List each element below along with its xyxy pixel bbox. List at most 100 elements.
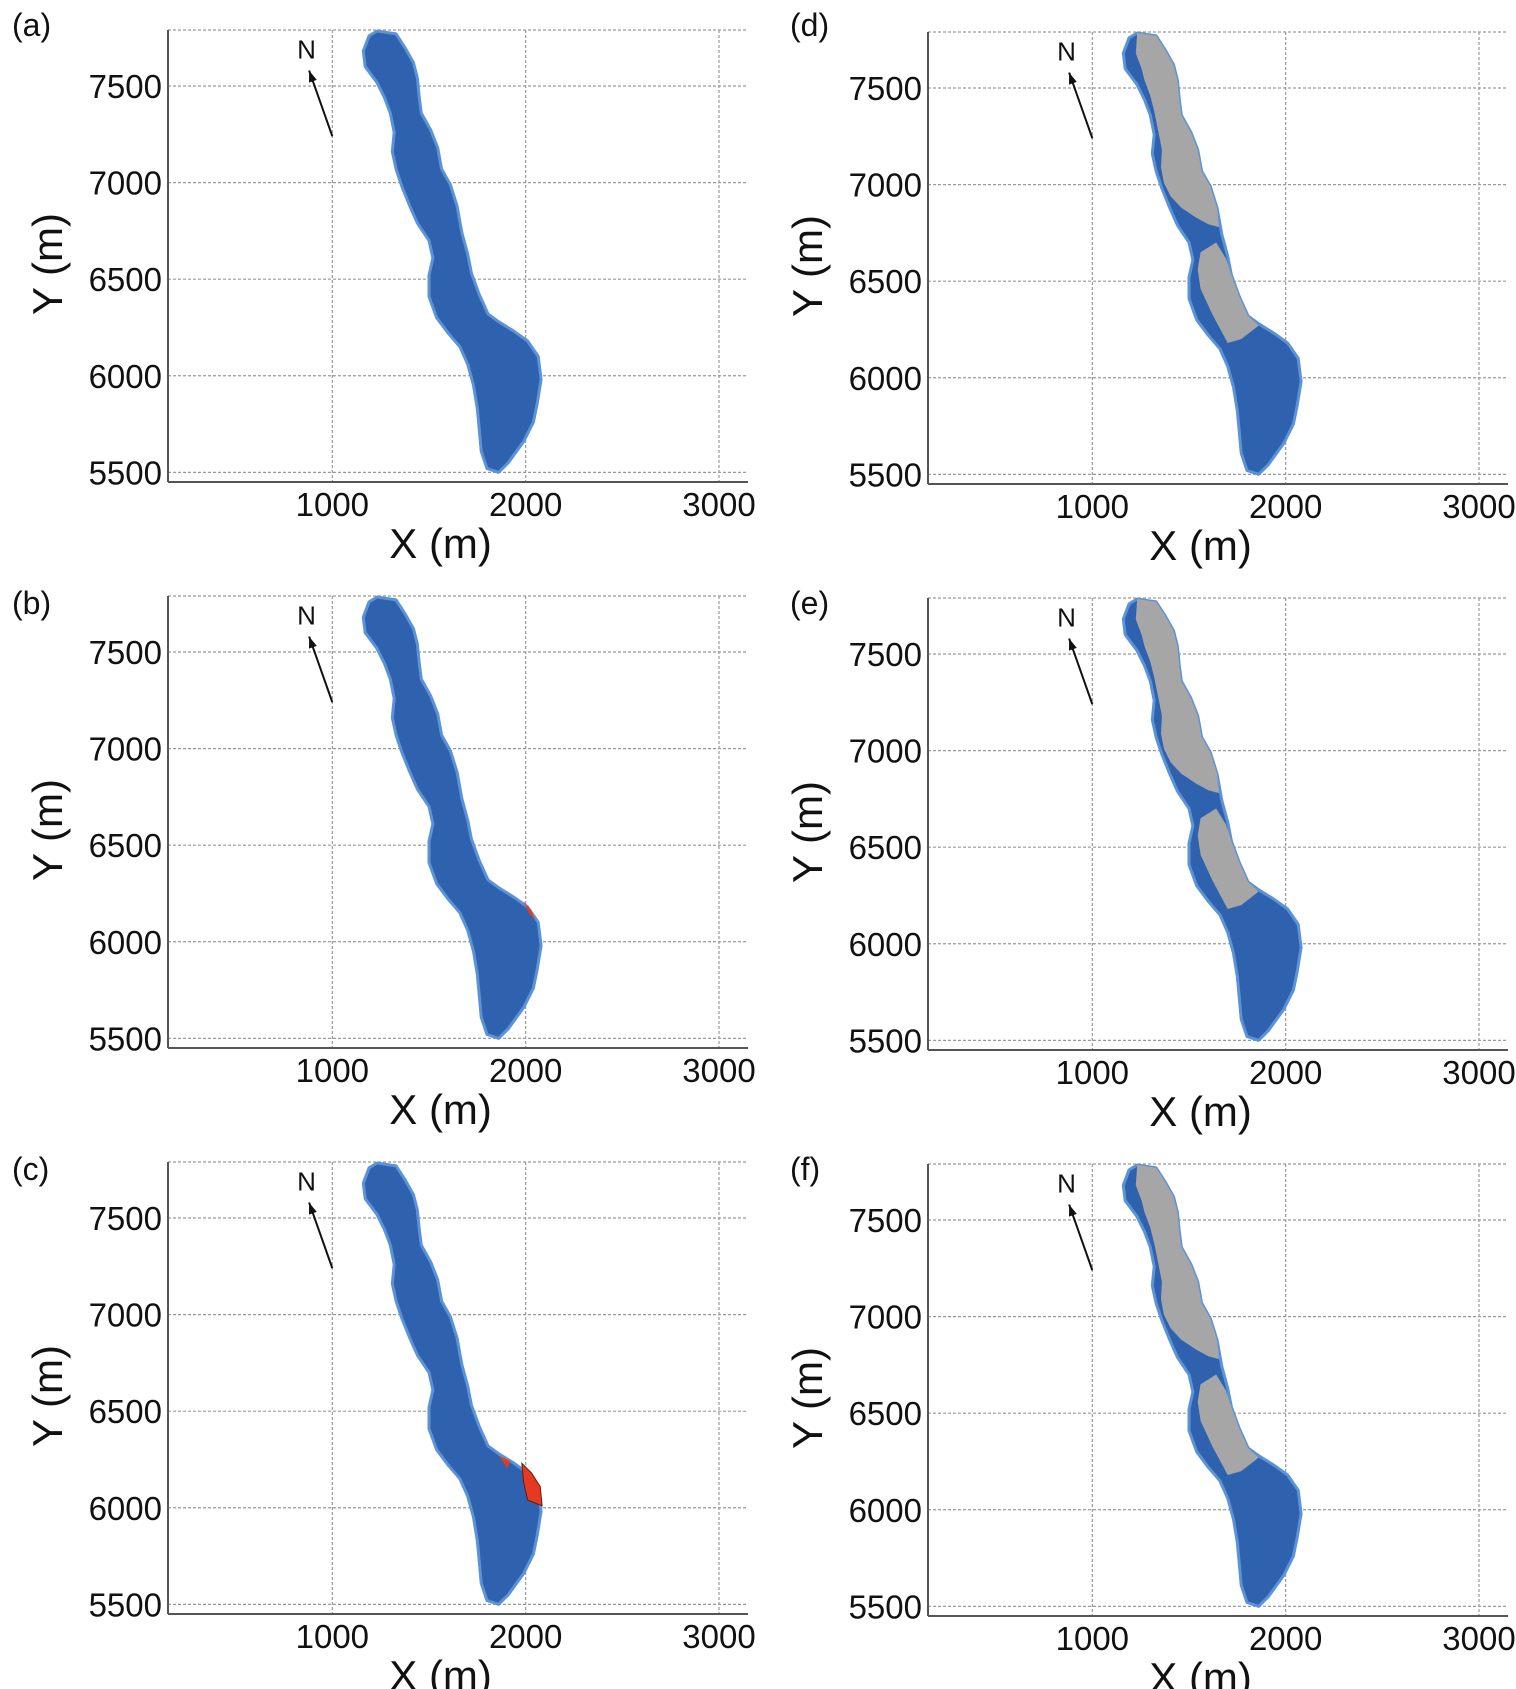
y-tick-label: 5500 bbox=[89, 454, 162, 491]
panel-f: (f) N 5500 6000 6500 7000 7500 1000 2000 3000 X (m… bbox=[784, 1151, 1516, 1689]
x-tick-label: 1000 bbox=[296, 486, 369, 523]
y-tick-label: 6500 bbox=[849, 1395, 922, 1432]
y-axis-title: Y (m) bbox=[784, 1347, 831, 1449]
y-tick-label: 5500 bbox=[89, 1020, 162, 1057]
highlight-region bbox=[521, 1461, 543, 1507]
y-axis-title: Y (m) bbox=[784, 781, 831, 883]
north-arrow-icon bbox=[1068, 1204, 1094, 1271]
x-tick-label: 2000 bbox=[1249, 488, 1322, 525]
north-label: N bbox=[1057, 1169, 1076, 1199]
y-tick-label: 6500 bbox=[89, 827, 162, 864]
dry-region bbox=[1197, 242, 1259, 343]
y-tick-label: 7000 bbox=[89, 731, 162, 768]
y-axis-title: Y (m) bbox=[24, 779, 71, 881]
x-tick-label: 2000 bbox=[489, 486, 562, 523]
x-tick-label: 2000 bbox=[1249, 1054, 1322, 1091]
north-label: N bbox=[297, 601, 316, 631]
panel-d: (d) N 5500 6000 6500 7000 7500 1000 2000 3000 X (m… bbox=[784, 7, 1516, 569]
north-label: N bbox=[297, 35, 316, 65]
y-tick-label: 6500 bbox=[89, 261, 162, 298]
north-arrow-icon bbox=[308, 70, 334, 137]
dry-region bbox=[1197, 808, 1259, 909]
y-tick-label: 7500 bbox=[849, 70, 922, 107]
lake-shape bbox=[361, 595, 543, 1040]
y-axis-title: Y (m) bbox=[784, 215, 831, 317]
panel-label: (d) bbox=[790, 7, 829, 43]
north-arrowhead-icon bbox=[1069, 638, 1077, 651]
x-tick-label: 3000 bbox=[682, 486, 755, 523]
x-tick-label: 2000 bbox=[489, 1052, 562, 1089]
panel-b: (b) N 5500 6000 6500 7000 7500 1000 2000 3000 X (m… bbox=[12, 585, 756, 1133]
y-axis-title: Y (m) bbox=[24, 1345, 71, 1447]
y-tick-label: 6500 bbox=[89, 1393, 162, 1430]
y-tick-label: 7500 bbox=[849, 1202, 922, 1239]
x-axis-title: X (m) bbox=[1149, 522, 1252, 569]
y-tick-label: 7000 bbox=[89, 165, 162, 202]
north-arrow-icon bbox=[1068, 72, 1094, 139]
y-tick-label: 7500 bbox=[849, 636, 922, 673]
x-tick-label: 1000 bbox=[1056, 488, 1129, 525]
y-tick-label: 7000 bbox=[89, 1297, 162, 1334]
x-tick-label: 3000 bbox=[682, 1052, 755, 1089]
x-tick-label: 3000 bbox=[1442, 1620, 1515, 1657]
x-tick-label: 2000 bbox=[1249, 1620, 1322, 1657]
y-tick-label: 6000 bbox=[89, 358, 162, 395]
x-axis-title: X (m) bbox=[1149, 1654, 1252, 1689]
x-tick-label: 1000 bbox=[296, 1618, 369, 1655]
panel-label: (e) bbox=[790, 585, 829, 621]
panel-label: (f) bbox=[790, 1151, 820, 1187]
x-tick-label: 1000 bbox=[1056, 1054, 1129, 1091]
y-tick-label: 6000 bbox=[89, 1490, 162, 1527]
north-label: N bbox=[1057, 603, 1076, 633]
y-tick-label: 6000 bbox=[849, 926, 922, 963]
highlight-region bbox=[498, 1455, 511, 1469]
highlight-region bbox=[523, 901, 536, 921]
panel-label: (c) bbox=[12, 1151, 49, 1187]
north-label: N bbox=[297, 1167, 316, 1197]
panel-c: (c) N 5500 6000 6500 7000 7500 1000 2000 3000 X (m… bbox=[12, 1151, 756, 1689]
x-axis-title: X (m) bbox=[389, 1652, 492, 1689]
north-arrowhead-icon bbox=[1069, 72, 1077, 85]
y-tick-label: 7000 bbox=[849, 167, 922, 204]
x-tick-label: 3000 bbox=[1442, 488, 1515, 525]
dry-region bbox=[1135, 1165, 1219, 1360]
north-arrow-icon bbox=[308, 636, 334, 703]
x-axis-title: X (m) bbox=[1149, 1088, 1252, 1135]
y-tick-label: 7500 bbox=[89, 68, 162, 105]
y-tick-label: 7000 bbox=[849, 733, 922, 770]
x-tick-label: 3000 bbox=[682, 1618, 755, 1655]
x-tick-label: 2000 bbox=[489, 1618, 562, 1655]
x-axis-title: X (m) bbox=[389, 520, 492, 567]
x-tick-label: 3000 bbox=[1442, 1054, 1515, 1091]
lake-shape bbox=[361, 29, 543, 474]
y-tick-label: 6000 bbox=[89, 924, 162, 961]
north-arrowhead-icon bbox=[309, 1202, 317, 1215]
y-tick-label: 5500 bbox=[849, 456, 922, 493]
north-arrowhead-icon bbox=[309, 636, 317, 649]
panel-label: (a) bbox=[12, 7, 51, 43]
x-tick-label: 1000 bbox=[296, 1052, 369, 1089]
y-tick-label: 6000 bbox=[849, 1492, 922, 1529]
y-tick-label: 7500 bbox=[89, 1200, 162, 1237]
panel-e: (e) N 5500 6000 6500 7000 7500 1000 2000 3000 X (m… bbox=[784, 585, 1516, 1135]
dry-region bbox=[1135, 33, 1219, 228]
north-label: N bbox=[1057, 37, 1076, 67]
y-tick-label: 7500 bbox=[89, 634, 162, 671]
y-tick-label: 5500 bbox=[89, 1586, 162, 1623]
lake-shape bbox=[361, 1161, 543, 1606]
y-tick-label: 6000 bbox=[849, 360, 922, 397]
x-axis-title: X (m) bbox=[389, 1086, 492, 1133]
y-tick-label: 7000 bbox=[849, 1299, 922, 1336]
north-arrowhead-icon bbox=[309, 70, 317, 83]
x-tick-label: 1000 bbox=[1056, 1620, 1129, 1657]
y-tick-label: 5500 bbox=[849, 1022, 922, 1059]
y-tick-label: 6500 bbox=[849, 829, 922, 866]
dry-region bbox=[1197, 1374, 1259, 1475]
north-arrow-icon bbox=[308, 1202, 334, 1269]
panel-label: (b) bbox=[12, 585, 51, 621]
north-arrow-icon bbox=[1068, 638, 1094, 705]
panel-a: (a) N 5500 6000 6500 7000 7500 1000 2000 3000 X (m… bbox=[12, 7, 756, 567]
north-arrowhead-icon bbox=[1069, 1204, 1077, 1217]
y-tick-label: 6500 bbox=[849, 263, 922, 300]
